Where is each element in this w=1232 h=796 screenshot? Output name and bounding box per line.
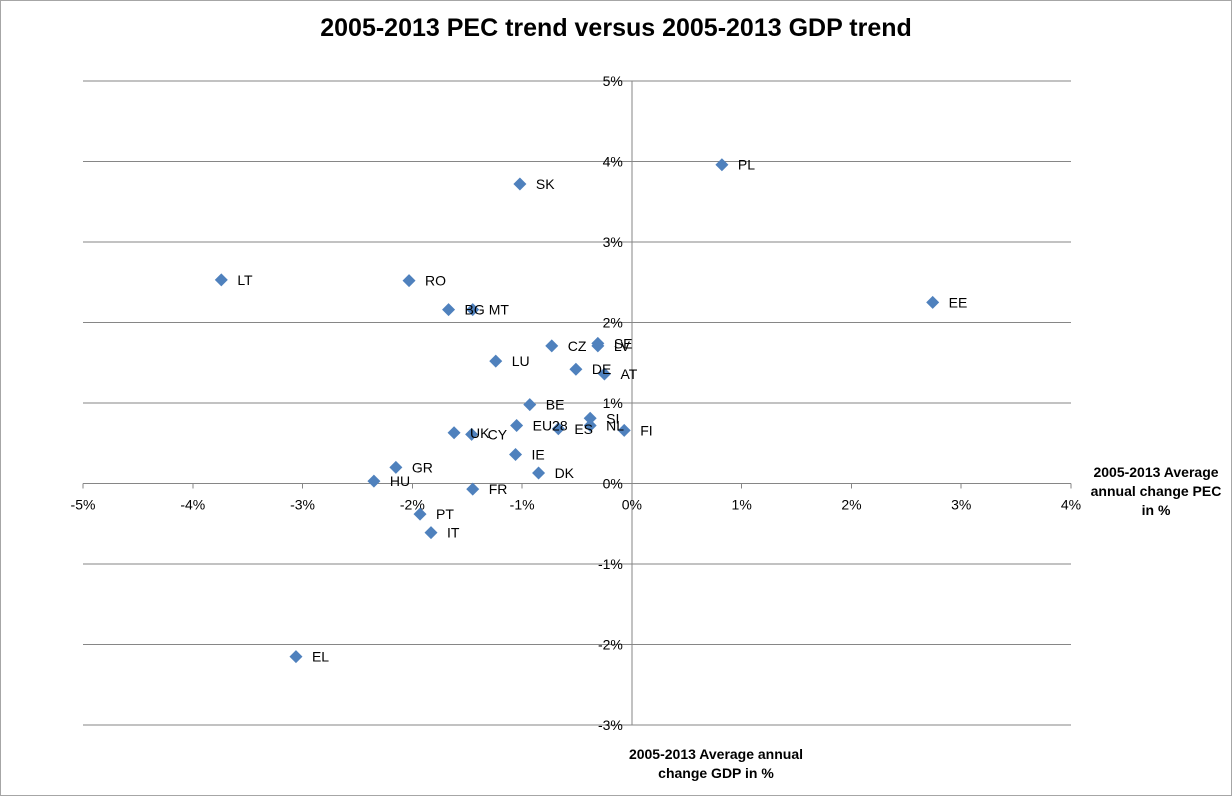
data-point-at <box>597 367 611 381</box>
data-label: LV <box>614 338 631 354</box>
data-label: EU28 <box>533 418 568 434</box>
y-tick-label: -2% <box>598 637 623 653</box>
data-label: BG <box>465 302 485 318</box>
x-axis-title: 2005-2013 Average annual change GDP in % <box>556 745 876 783</box>
data-label: DK <box>555 465 575 481</box>
x-tick-label: -3% <box>290 497 315 513</box>
data-point-el <box>289 650 303 664</box>
data-point-cy <box>465 427 479 441</box>
data-point-bg <box>442 303 456 317</box>
x-tick-label: -1% <box>510 497 535 513</box>
data-point-hu <box>367 474 381 488</box>
data-label: IE <box>532 447 545 463</box>
y-tick-label: 1% <box>603 395 623 411</box>
x-tick-label: 1% <box>732 497 752 513</box>
x-axis-title-line-1: 2005-2013 Average annual <box>628 746 804 762</box>
y-axis-title-line-1: 2005-2013 Average <box>1093 464 1219 480</box>
data-point-lu <box>489 354 503 368</box>
data-label: LT <box>237 272 253 288</box>
x-axis-title-line-2: change GDP in % <box>658 765 774 781</box>
y-tick-label: 0% <box>603 476 623 492</box>
data-label: NL <box>606 418 624 434</box>
data-point-nl <box>583 419 597 433</box>
data-label: FI <box>640 422 652 438</box>
data-label: PL <box>738 157 755 173</box>
data-points <box>214 158 940 664</box>
tick-labels: -5% -4% -3% -2% -1% 0% 1% 2% 3% 4% -3% -2% -1% 0% 1% 2%… <box>71 73 1082 733</box>
data-point-be <box>523 398 537 412</box>
x-tick-label: 0% <box>622 497 642 513</box>
data-point-lv <box>591 339 605 353</box>
x-tick-label: -4% <box>180 497 205 513</box>
data-point-fi <box>617 423 631 437</box>
x-tick-label: 3% <box>951 497 971 513</box>
data-label: BE <box>546 397 565 413</box>
data-label: EE <box>949 294 968 310</box>
data-point-pt <box>413 507 427 521</box>
data-label: PT <box>436 506 454 522</box>
data-label: GR <box>412 459 433 475</box>
chart-title: 2005-2013 PEC trend versus 2005-2013 GDP… <box>320 14 912 42</box>
data-label: FR <box>489 481 508 497</box>
data-label: RO <box>425 273 446 289</box>
data-point-it <box>424 526 438 540</box>
x-tick-label: 4% <box>1061 497 1081 513</box>
y-tick-label: 3% <box>603 234 623 250</box>
y-tick-label: 2% <box>603 315 623 331</box>
data-label: AT <box>620 366 637 382</box>
data-point-ro <box>402 274 416 288</box>
data-point-de <box>569 362 583 376</box>
data-label: SI <box>606 410 619 426</box>
data-point-lt <box>214 273 228 287</box>
y-axis-title-line-3: in % <box>1141 502 1171 518</box>
axes <box>82 80 1072 726</box>
data-label: SE <box>614 335 633 351</box>
y-tick-label: -3% <box>598 717 623 733</box>
data-label: MT <box>489 302 510 318</box>
data-label: HU <box>390 473 410 489</box>
data-point-sk <box>513 177 527 191</box>
y-axis-title-line-2: annual change PEC <box>1090 483 1222 499</box>
data-label: SK <box>536 176 555 192</box>
data-point-pl <box>715 158 729 172</box>
data-point-dk <box>532 466 546 480</box>
data-point-gr <box>389 460 403 474</box>
y-tick-label: -1% <box>598 556 623 572</box>
y-tick-label: 4% <box>603 154 623 170</box>
data-point-fr <box>466 482 480 496</box>
data-point-cz <box>545 339 559 353</box>
x-tick-label: 2% <box>841 497 861 513</box>
data-point-si <box>583 411 597 425</box>
data-point-mt <box>466 303 480 317</box>
data-label: IT <box>447 525 460 541</box>
gridlines <box>83 80 1071 726</box>
data-point-eu28 <box>510 419 524 433</box>
data-label: UK <box>470 425 490 441</box>
data-point-es <box>551 422 565 436</box>
y-tick-label: 5% <box>603 73 623 89</box>
data-label: LU <box>512 353 530 369</box>
data-label: CY <box>488 426 508 442</box>
data-label: CZ <box>568 338 587 354</box>
x-tick-label: -2% <box>400 497 425 513</box>
data-point-ee <box>926 295 940 309</box>
data-point-ie <box>509 448 523 462</box>
data-label: DE <box>592 361 611 377</box>
data-label: ES <box>574 421 593 437</box>
data-label: EL <box>312 649 329 665</box>
x-tick-label: -5% <box>71 497 96 513</box>
y-axis-title: 2005-2013 Average annual change PEC in % <box>1076 463 1232 520</box>
data-point-uk <box>447 426 461 440</box>
